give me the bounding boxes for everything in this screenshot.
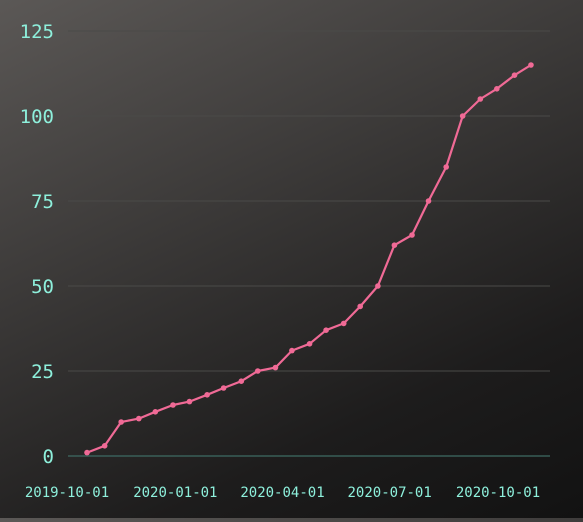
y-axis-tick-labels: 0 25 50 75 100 125 bbox=[20, 21, 54, 468]
data-point bbox=[238, 378, 245, 385]
data-point bbox=[528, 62, 534, 68]
series-line bbox=[85, 63, 533, 454]
x-axis-tick-labels: 2019-10-01 2020-01-01 2020-04-01 2020-07-01… bbox=[25, 485, 540, 501]
data-point bbox=[272, 364, 279, 371]
data-point bbox=[152, 409, 159, 415]
x-tick-label: 2020-10-01 bbox=[456, 485, 540, 501]
data-point bbox=[323, 327, 329, 334]
x-tick-label: 2019-10-01 bbox=[25, 485, 109, 501]
data-point bbox=[170, 402, 176, 408]
data-point bbox=[477, 96, 484, 102]
data-point bbox=[136, 415, 142, 422]
grid-lines bbox=[68, 30, 550, 457]
y-tick-label: 100 bbox=[20, 106, 54, 128]
x-tick-label: 2020-01-01 bbox=[133, 485, 217, 501]
data-point bbox=[511, 72, 518, 78]
data-point bbox=[101, 443, 108, 449]
data-point bbox=[494, 86, 500, 92]
x-tick-label: 2020-07-01 bbox=[348, 485, 432, 501]
data-series bbox=[84, 62, 534, 456]
data-point bbox=[118, 419, 124, 425]
data-point bbox=[220, 385, 227, 391]
data-point bbox=[306, 341, 313, 347]
data-point bbox=[204, 392, 210, 398]
data-point bbox=[443, 164, 449, 170]
y-tick-label: 0 bbox=[43, 446, 54, 468]
data-point bbox=[391, 242, 398, 248]
y-tick-label: 125 bbox=[20, 21, 54, 43]
data-point bbox=[459, 113, 466, 119]
y-tick-label: 50 bbox=[31, 276, 54, 298]
y-tick-label: 25 bbox=[31, 361, 54, 383]
data-point bbox=[375, 283, 381, 289]
data-point bbox=[254, 368, 261, 374]
data-point bbox=[84, 449, 90, 456]
data-point bbox=[289, 347, 295, 354]
data-point bbox=[409, 232, 415, 238]
data-point bbox=[425, 198, 432, 204]
data-point bbox=[357, 303, 364, 310]
y-tick-label: 75 bbox=[31, 191, 54, 213]
data-point bbox=[340, 320, 347, 327]
data-point bbox=[186, 398, 193, 405]
x-tick-label: 2020-04-01 bbox=[240, 485, 324, 501]
